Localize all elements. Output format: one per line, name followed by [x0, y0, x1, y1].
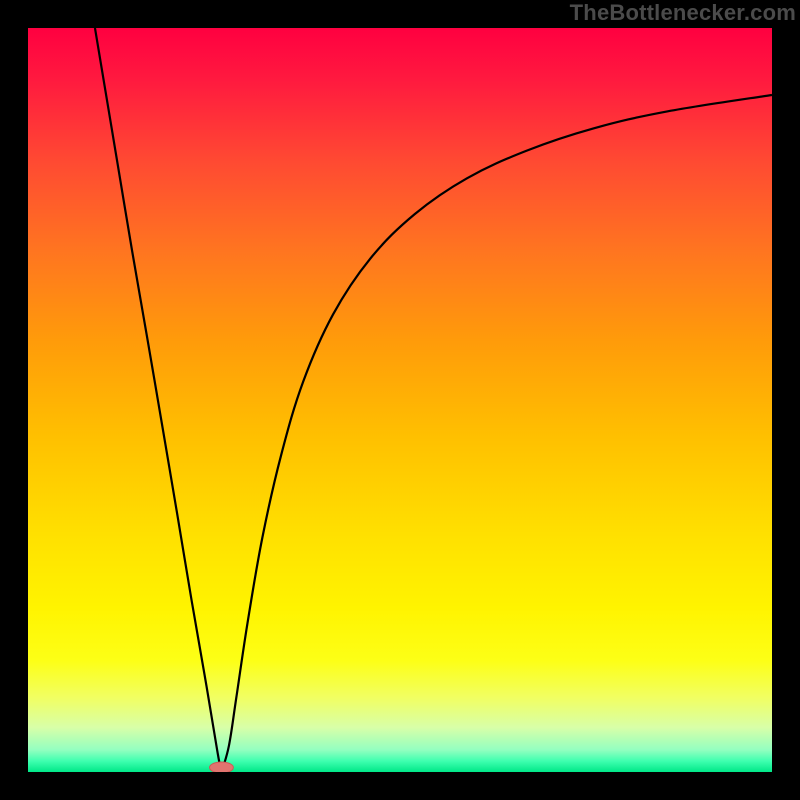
bottleneck-chart: { "watermark": { "text": "TheBottlenecke…	[0, 0, 800, 800]
bottleneck-curve-right	[221, 95, 772, 772]
curve-layer	[28, 28, 772, 772]
minimum-marker	[210, 762, 234, 772]
bottleneck-curve-left	[95, 28, 221, 772]
watermark: TheBottlenecker.com	[570, 0, 796, 26]
plot-area	[28, 28, 772, 772]
